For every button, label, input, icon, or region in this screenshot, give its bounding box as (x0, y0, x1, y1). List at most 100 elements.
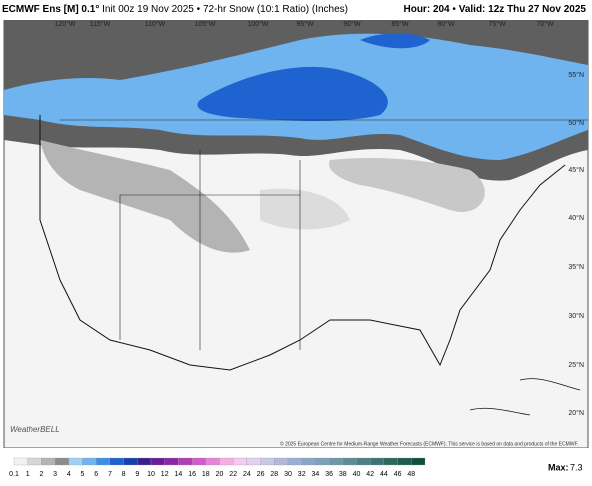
colorbar-label: 9 (135, 471, 139, 478)
colorbar-swatch (260, 457, 275, 466)
model-name: ECMWF Ens [M] 0.1° (2, 4, 100, 15)
separator: • (452, 4, 456, 15)
colorbar-swatch (82, 457, 97, 466)
borders (60, 119, 588, 350)
valid-info: Hour: 204 • Valid: 12z Thu 27 Nov 2025 (403, 4, 586, 15)
valid-label: Valid: (458, 4, 486, 15)
longitude-labels: 120°W 115°W 110°W 105°W 100°W 95°W 90°W 85°W 80°… (54, 20, 554, 28)
valid-time: 12z Thu 27 Nov 2025 (488, 4, 586, 15)
colorbar-label: 48 (407, 471, 415, 478)
separator: • (196, 4, 201, 15)
colorbar-swatch (246, 457, 261, 466)
snow-gray (40, 140, 250, 253)
colorbar-label: 20 (216, 471, 224, 478)
colorbar-swatch (383, 457, 398, 466)
colorbar-label: 7 (108, 471, 112, 478)
latitude-label: 35°N (568, 263, 584, 271)
colorbar-label: 38 (339, 471, 347, 478)
colorbar-swatch (164, 457, 179, 466)
coastline (39, 115, 566, 371)
colorbar-label: 10 (147, 471, 155, 478)
colorbar-label: 14 (175, 471, 183, 478)
colorbar-swatch (96, 457, 111, 466)
colorbar-swatch (150, 457, 165, 466)
header: ECMWF Ens [M] 0.1° Init 00z 19 Nov 2025 … (2, 4, 590, 20)
longitude-label: 85°W (391, 20, 409, 28)
colorbar-swatch (411, 457, 426, 466)
colorbar-swatch (287, 457, 302, 466)
colorbar-label: 3 (53, 471, 57, 478)
init-time: Init 00z 19 Nov 2025 (102, 4, 194, 15)
colorbar-swatch (178, 457, 193, 466)
colorbar-swatch (233, 457, 248, 466)
snow-deep-blue (197, 66, 388, 122)
colorbar-label: 6 (94, 471, 98, 478)
colorbar-swatch (27, 457, 42, 466)
colorbar-label: 4 (67, 471, 71, 478)
longitude-label: 95°W (296, 20, 314, 28)
latitude-label: 50°N (568, 119, 584, 127)
colorbar-label: 40 (353, 471, 361, 478)
latitude-label: 25°N (568, 361, 584, 369)
colorbar-swatch (315, 457, 330, 466)
longitude-label: 80°W (437, 20, 455, 28)
snow-deep-blue (360, 33, 430, 49)
colorbar-swatch (205, 457, 220, 466)
colorbar-swatch (123, 457, 138, 466)
colorbar-label: 12 (161, 471, 169, 478)
islands (469, 378, 581, 416)
colorbar-label: 46 (394, 471, 402, 478)
hour-label: Hour: (403, 4, 431, 15)
hour: 204 (432, 4, 450, 15)
colorbar-label: 24 (243, 471, 251, 478)
colorbar-label: 8 (122, 471, 126, 478)
snow-light-gray (260, 188, 350, 230)
colorbar-label: 18 (202, 471, 210, 478)
longitude-label: 90°W (343, 20, 361, 28)
colorbar-label: 34 (312, 471, 320, 478)
colorbar-swatch (219, 457, 234, 466)
colorbar-label: 36 (325, 471, 333, 478)
colorbar-label: 44 (380, 471, 388, 478)
longitude-label: 105°W (194, 20, 215, 28)
colorbar-swatch (191, 457, 206, 466)
colorbar-label: 30 (284, 471, 292, 478)
colorbar-label: 1 (26, 471, 30, 478)
colorbar-swatch (342, 457, 357, 466)
colorbar-label: 32 (298, 471, 306, 478)
logo: WeatherBELL (10, 425, 60, 434)
colorbar-label: 28 (270, 471, 278, 478)
colorbar-label: 22 (229, 471, 237, 478)
colorbar-swatch (68, 457, 83, 466)
colorbar-label: 2 (39, 471, 43, 478)
colorbar-swatch (356, 457, 371, 466)
colorbar-swatch (41, 457, 56, 466)
colorbar-swatch (397, 457, 412, 466)
latitude-label: 45°N (568, 166, 584, 174)
max-label: Max: (548, 462, 569, 472)
longitude-label: 115°W (90, 20, 111, 28)
colorbar-swatch (274, 457, 289, 466)
colorbar-label: 42 (366, 471, 374, 478)
max-value: 7.3 (570, 462, 583, 472)
latitude-label: 20°N (568, 409, 584, 417)
colorbar-label: 0.1 (9, 471, 19, 478)
colorbar-label: 16 (188, 471, 196, 478)
colorbar-swatch (328, 457, 343, 466)
copyright: © 2025 European Centre for Medium-Range … (280, 440, 578, 447)
longitude-label: 100°W (247, 20, 268, 28)
snow-gray (329, 158, 485, 212)
colorbar-swatch (137, 457, 152, 466)
colorbar: 0.1 1 2 3 4 5 6 7 8 9 10 12 14 16 18 20 22 24 26 28 30 32 34 36… (9, 457, 583, 478)
latitude-labels: 55°N 50°N 45°N 40°N 35°N 30°N 25°N 20°N (568, 71, 584, 417)
colorbar-label: 5 (81, 471, 85, 478)
latitude-label: 40°N (568, 214, 584, 222)
colorbar-swatch (301, 457, 316, 466)
latitude-label: 55°N (568, 71, 584, 79)
colorbar-swatches: 0.1 1 2 3 4 5 6 7 8 9 10 12 14 16 18 20 22 24 26 28 30 32 34 36… (9, 457, 426, 478)
longitude-label: 70°W (536, 20, 554, 28)
colorbar-swatch (54, 457, 69, 466)
longitude-label: 120°W (54, 20, 75, 28)
longitude-label: 110°W (145, 20, 166, 28)
